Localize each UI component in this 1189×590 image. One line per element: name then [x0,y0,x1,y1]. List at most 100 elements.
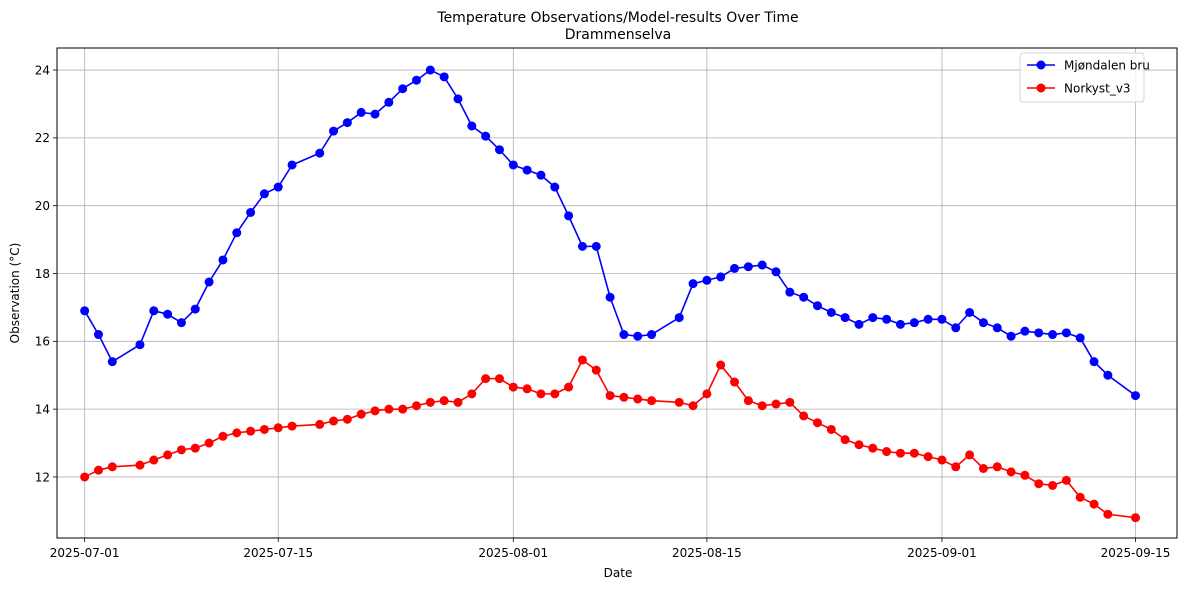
data-point [909,318,919,328]
data-point [840,313,850,323]
data-point [1131,513,1141,523]
data-point [992,462,1002,472]
data-point [826,424,836,434]
data-point [688,401,698,411]
data-point [1048,480,1058,490]
data-point [370,109,380,119]
data-point [965,450,975,460]
data-point [757,260,767,270]
data-point [218,431,228,441]
data-point [577,355,587,365]
data-point [1061,475,1071,485]
data-point [716,272,726,282]
data-point [743,262,753,272]
data-point [605,292,615,302]
legend-marker-norkyst-v3 [1036,83,1046,93]
data-point [232,428,242,438]
data-point [287,160,297,170]
data-point [688,279,698,289]
y-tick-label: 22 [35,131,50,145]
legend-marker-mjondalen-bru [1036,60,1046,70]
data-point [923,314,933,324]
data-point [107,357,117,367]
data-point [840,435,850,445]
chart-title: Temperature Observations/Model-results O… [436,10,798,26]
data-point [1048,330,1058,340]
data-point [163,450,173,460]
data-point [80,306,90,316]
data-point [854,440,864,450]
data-point [384,97,394,107]
data-point [564,382,574,392]
data-point [425,65,435,75]
data-point [80,472,90,482]
data-point [494,145,504,155]
data-point [453,397,463,407]
data-point [868,443,878,453]
data-point [467,389,477,399]
data-point [591,241,601,251]
x-tick-label: 2025-07-15 [243,546,313,560]
data-point [1089,499,1099,509]
data-point [895,448,905,458]
data-point [481,131,491,141]
data-point [937,314,947,324]
data-point [647,330,657,340]
data-point [273,182,283,192]
x-tick-label: 2025-07-01 [50,546,120,560]
data-point [536,170,546,180]
data-point [1034,328,1044,338]
data-point [481,374,491,384]
data-point [1131,391,1141,401]
data-point [384,404,394,414]
data-point [273,423,283,433]
data-point [204,277,214,287]
data-point [467,121,477,131]
data-point [868,313,878,323]
y-tick-label: 14 [35,402,50,416]
data-point [937,455,947,465]
data-point [854,319,864,329]
data-point [702,389,712,399]
data-point [176,445,186,455]
data-point [508,382,518,392]
data-point [259,189,269,199]
data-point [246,207,256,217]
y-tick-label: 20 [35,199,50,213]
y-tick-label: 24 [35,63,50,77]
grid-lines [57,48,1177,538]
chart-subtitle: Drammenselva [565,27,672,43]
data-point [149,306,159,316]
data-point [218,255,228,265]
series-lines [80,65,1141,523]
data-point [190,443,200,453]
data-point [647,396,657,406]
legend-label-norkyst-v3: Norkyst_v3 [1064,82,1131,96]
data-point [812,301,822,311]
plot-frame [56,47,1178,539]
data-point [785,287,795,297]
data-point [799,411,809,421]
data-point [522,165,532,175]
data-point [826,308,836,317]
data-point [522,384,532,394]
legend: Mjøndalen bru Norkyst_v3 [1019,52,1150,103]
data-point [564,211,574,221]
data-point [149,455,159,465]
data-point [439,396,449,406]
data-point [730,377,740,387]
data-point [619,392,629,402]
data-point [633,331,643,341]
data-point [591,365,601,375]
data-point [550,182,560,192]
data-point [1061,328,1071,338]
data-point [412,401,422,411]
data-point [246,426,256,436]
data-point [909,448,919,458]
data-point [329,126,339,136]
data-point [1034,479,1044,489]
data-point [619,330,629,340]
data-point [923,452,933,462]
